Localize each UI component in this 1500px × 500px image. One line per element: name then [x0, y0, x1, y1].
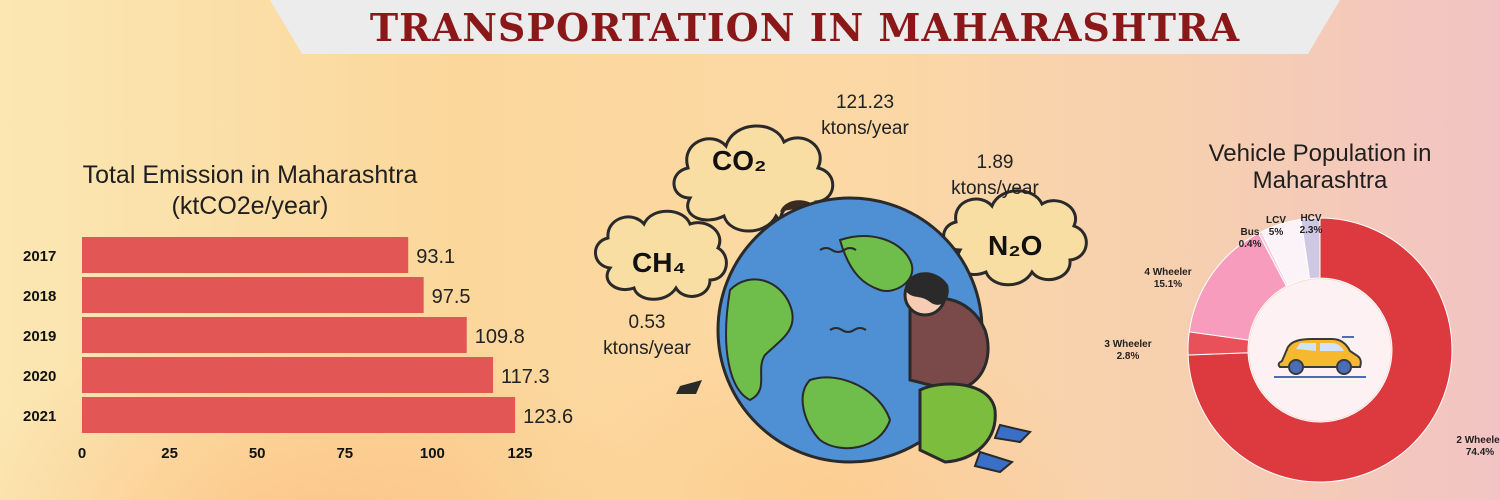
n2o-label: N₂O: [988, 230, 1043, 261]
bar-value-label: 109.8: [475, 326, 525, 348]
donut-chart-title: Vehicle Population in Maharashtra: [1208, 140, 1432, 194]
bar: [82, 237, 409, 273]
title-banner: TRANSPORTATION IN MAHARASHTRA: [270, 0, 1340, 54]
n2o-stat: 1.89 ktons/year: [925, 150, 1065, 202]
slice-value-label: 15.1%: [1154, 279, 1182, 290]
page-title: TRANSPORTATION IN MAHARASHTRA: [369, 4, 1241, 50]
bar-value-label: 117.3: [501, 366, 550, 388]
bar: [82, 397, 516, 433]
bar-chart-title: Total Emission in Maharashtra (ktCO2e/ye…: [20, 160, 480, 222]
bar-value-label: 123.6: [523, 406, 573, 428]
emission-bar-chart: 2017 93.1 2018 97.5 2019 109.8 2020 117.3 2021 12…: [23, 237, 573, 462]
ch4-value: 0.53: [628, 312, 666, 333]
x-tick-label: 100: [420, 445, 445, 462]
co2-value: 121.23: [835, 92, 895, 113]
donut-slice: [1300, 217, 1321, 280]
slice-label: LCV: [1266, 215, 1286, 226]
n2o-value: 1.89: [976, 152, 1014, 173]
donut-slice: [1187, 217, 1453, 483]
ch4-label: CH₄: [632, 247, 686, 278]
bar: [82, 317, 467, 353]
x-tick-label: 0: [78, 445, 86, 462]
slice-label: 2 Wheeler: [1456, 435, 1500, 446]
bar: [82, 357, 494, 393]
slice-value-label: 74.4%: [1466, 447, 1494, 458]
co2-unit: ktons/year: [821, 118, 909, 139]
bar-category-label: 2020: [23, 368, 56, 385]
n2o-unit: ktons/year: [951, 178, 1039, 199]
bar-chart-title-line1: Total Emission in Maharashtra: [82, 161, 418, 189]
co2-stat: 121.23 ktons/year: [795, 90, 935, 142]
x-tick-label: 75: [336, 445, 353, 462]
bar: [82, 277, 424, 313]
woman-figure: [903, 272, 1032, 474]
bar-chart-title-line2: (ktCO2e/year): [171, 192, 329, 220]
ch4-stat: 0.53 ktons/year: [577, 310, 717, 362]
slice-label: 4 Wheeler: [1144, 267, 1191, 278]
co2-label: CO₂: [712, 145, 767, 176]
slice-label: 3 Wheeler: [1104, 339, 1151, 350]
bar-value-label: 97.5: [432, 286, 471, 308]
slice-value-label: 5%: [1269, 227, 1284, 238]
x-tick-label: 50: [249, 445, 266, 462]
ch4-unit: ktons/year: [603, 338, 691, 359]
bar-category-label: 2017: [23, 248, 56, 265]
x-tick-label: 125: [507, 445, 532, 462]
bar-category-label: 2018: [23, 288, 56, 305]
bar-category-label: 2021: [23, 408, 56, 425]
bar-category-label: 2019: [23, 328, 56, 345]
car-icon: [1274, 336, 1366, 378]
n2o-cloud-icon: [942, 189, 1088, 287]
x-tick-label: 25: [161, 445, 178, 462]
globe-illustration: [594, 124, 1088, 474]
ch4-cloud-icon: [594, 209, 728, 301]
slice-label: Bus: [1241, 227, 1260, 238]
slice-value-label: 2.8%: [1117, 351, 1140, 362]
slice-value-label: 2.3%: [1300, 225, 1323, 236]
slice-value-label: 0.4%: [1239, 239, 1262, 250]
bar-value-label: 93.1: [416, 246, 455, 268]
slice-label: HCV: [1300, 213, 1321, 224]
